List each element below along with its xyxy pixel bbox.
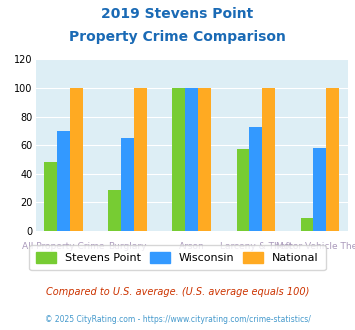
Text: Larceny & Theft: Larceny & Theft <box>220 242 292 251</box>
Bar <box>313 148 326 231</box>
Bar <box>57 131 70 231</box>
Text: Motor Vehicle Theft: Motor Vehicle Theft <box>276 242 355 251</box>
Bar <box>326 88 339 231</box>
Bar <box>301 218 313 231</box>
Bar <box>109 189 121 231</box>
Text: Arson: Arson <box>179 242 204 251</box>
Text: 2019 Stevens Point: 2019 Stevens Point <box>102 7 253 20</box>
Text: Burglary: Burglary <box>108 242 147 251</box>
Bar <box>44 162 57 231</box>
Bar <box>134 88 147 231</box>
Bar <box>236 149 249 231</box>
Legend: Stevens Point, Wisconsin, National: Stevens Point, Wisconsin, National <box>29 245 326 270</box>
Bar <box>185 88 198 231</box>
Bar <box>70 88 83 231</box>
Text: Compared to U.S. average. (U.S. average equals 100): Compared to U.S. average. (U.S. average … <box>46 287 309 297</box>
Text: Property Crime Comparison: Property Crime Comparison <box>69 30 286 44</box>
Text: © 2025 CityRating.com - https://www.cityrating.com/crime-statistics/: © 2025 CityRating.com - https://www.city… <box>45 315 310 324</box>
Bar <box>249 127 262 231</box>
Text: All Property Crime: All Property Crime <box>22 242 105 251</box>
Bar <box>173 88 185 231</box>
Bar <box>121 138 134 231</box>
Bar <box>198 88 211 231</box>
Bar <box>262 88 275 231</box>
